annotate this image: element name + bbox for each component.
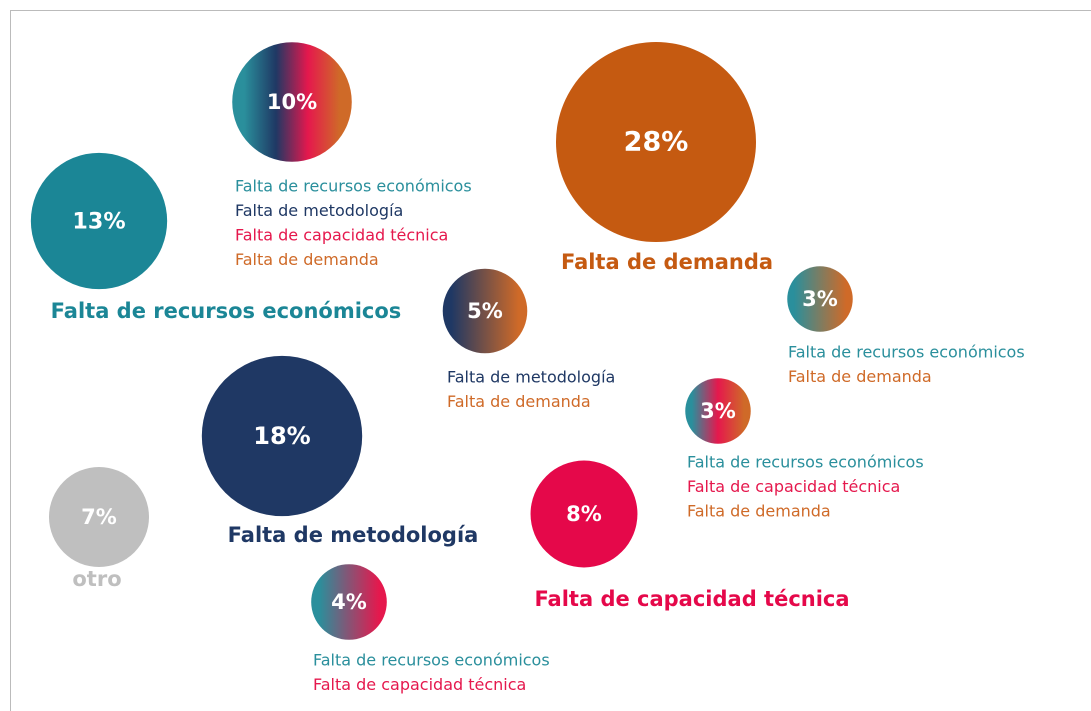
cause-label: Falta de capacidad técnica xyxy=(235,226,448,245)
bubble xyxy=(530,460,638,568)
cause-label: Falta de recursos económicos xyxy=(788,343,1025,362)
bubble xyxy=(48,466,150,568)
cause-label: Falta de demanda xyxy=(447,392,591,411)
bubble xyxy=(30,152,168,290)
cause-label: Falta de recursos económicos xyxy=(313,651,550,670)
category-label: otro xyxy=(72,567,121,591)
category-label: Falta de capacidad técnica xyxy=(534,587,849,611)
cause-label: Falta de recursos económicos xyxy=(235,177,472,196)
percent-label: 5% xyxy=(467,299,503,323)
cause-label: Falta de metodología xyxy=(447,368,615,387)
frame xyxy=(10,10,1091,711)
cause-label: Falta de metodología xyxy=(235,201,403,220)
percent-label: 8% xyxy=(566,502,602,526)
bubble xyxy=(685,378,751,444)
cause-label: Falta de demanda xyxy=(235,250,379,269)
cause-label: Falta de capacidad técnica xyxy=(687,477,900,496)
category-label: Falta de metodología xyxy=(228,523,479,547)
percent-label: 7% xyxy=(81,505,117,529)
percent-label: 13% xyxy=(72,209,125,235)
bubble xyxy=(787,266,853,332)
bubble xyxy=(311,564,387,640)
percent-label: 28% xyxy=(624,127,689,158)
bubble xyxy=(555,41,757,243)
cause-label: Falta de capacidad técnica xyxy=(313,675,526,694)
percent-label: 4% xyxy=(331,590,367,614)
cause-label: Falta de recursos económicos xyxy=(687,453,924,472)
bubble xyxy=(442,268,528,354)
bubble xyxy=(201,355,363,517)
percent-label: 10% xyxy=(267,90,317,114)
cause-label: Falta de demanda xyxy=(788,367,932,386)
cause-label: Falta de demanda xyxy=(687,502,831,521)
category-label: Falta de recursos económicos xyxy=(51,299,402,323)
percent-label: 3% xyxy=(700,399,736,423)
percent-label: 3% xyxy=(802,287,838,311)
bubble xyxy=(232,42,352,162)
percent-label: 18% xyxy=(253,422,310,450)
category-label: Falta de demanda xyxy=(561,250,773,274)
